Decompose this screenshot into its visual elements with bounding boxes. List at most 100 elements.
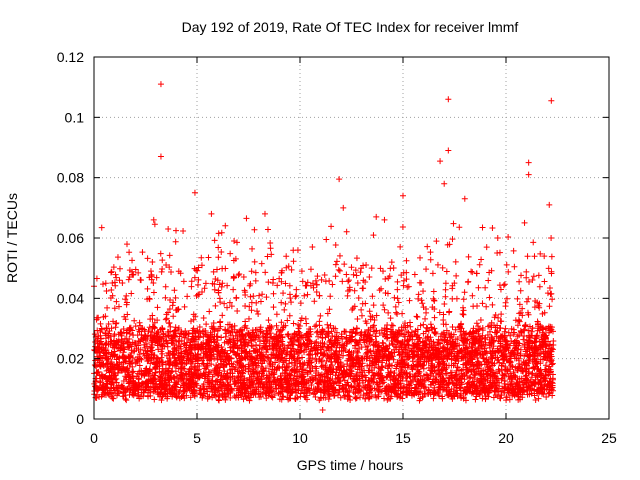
data-point	[527, 378, 534, 385]
data-point	[338, 368, 345, 375]
data-point	[193, 380, 200, 387]
data-point	[521, 333, 528, 340]
data-point	[397, 377, 404, 384]
data-point	[203, 363, 210, 370]
data-point	[391, 369, 398, 376]
data-point	[428, 360, 435, 367]
data-point	[464, 337, 471, 344]
data-point	[158, 354, 165, 361]
data-point	[305, 359, 312, 366]
data-point	[352, 390, 359, 397]
data-point	[455, 324, 462, 331]
data-point	[147, 360, 154, 367]
data-point	[201, 327, 208, 334]
data-point	[474, 358, 481, 365]
data-point	[204, 362, 211, 369]
data-point	[181, 340, 188, 347]
data-point	[343, 334, 350, 341]
data-point	[425, 386, 432, 393]
data-point	[200, 392, 207, 399]
data-point	[457, 384, 464, 391]
data-point	[425, 364, 432, 371]
data-point	[453, 367, 460, 374]
data-point	[300, 340, 307, 347]
data-point	[373, 338, 380, 345]
data-point	[359, 379, 366, 386]
data-point	[467, 374, 474, 381]
data-point	[211, 389, 218, 396]
data-point	[443, 370, 450, 377]
data-point	[465, 379, 472, 386]
data-point	[130, 368, 137, 375]
data-point	[481, 336, 488, 343]
data-point	[141, 341, 148, 348]
data-point	[341, 363, 348, 370]
data-point	[550, 337, 557, 344]
data-point	[476, 333, 483, 340]
data-point	[200, 360, 207, 367]
data-point	[318, 363, 325, 370]
data-point	[353, 394, 360, 401]
data-point	[162, 377, 169, 384]
data-point	[458, 370, 465, 377]
data-point	[531, 365, 538, 372]
data-point	[224, 370, 231, 377]
data-point	[403, 356, 410, 363]
data-point	[521, 326, 528, 333]
data-point	[269, 394, 276, 401]
data-point	[391, 349, 398, 356]
data-point	[456, 367, 463, 374]
data-point	[314, 387, 321, 394]
data-point	[232, 332, 239, 339]
data-point	[543, 393, 550, 400]
data-point	[539, 329, 546, 336]
data-point	[494, 370, 501, 377]
data-point	[199, 394, 206, 401]
data-point	[318, 394, 325, 401]
data-point	[108, 325, 115, 332]
data-point	[193, 367, 200, 374]
data-point	[384, 334, 391, 341]
data-point	[430, 395, 437, 402]
data-point	[288, 348, 295, 355]
data-point	[416, 368, 423, 375]
chart-title: Day 192 of 2019, Rate Of TEC Index for r…	[182, 19, 519, 35]
data-point	[109, 395, 116, 402]
data-point	[363, 389, 370, 396]
data-point	[510, 368, 517, 375]
data-point	[420, 362, 427, 369]
data-point	[181, 334, 188, 341]
data-point	[132, 323, 139, 330]
data-point	[227, 394, 234, 401]
data-point	[193, 336, 200, 343]
data-point	[363, 374, 370, 381]
data-point	[114, 387, 121, 394]
data-point	[535, 395, 542, 402]
data-point	[273, 322, 280, 329]
data-point	[410, 363, 417, 370]
data-point	[530, 364, 537, 371]
data-point	[365, 327, 372, 334]
data-point	[299, 366, 306, 373]
data-point	[486, 328, 493, 335]
data-point	[528, 374, 535, 381]
data-point	[204, 393, 211, 400]
data-point	[352, 395, 359, 402]
data-point	[463, 344, 470, 351]
data-point	[245, 392, 252, 399]
data-point	[240, 396, 247, 403]
data-point	[493, 375, 500, 382]
data-point	[532, 397, 539, 404]
data-point	[427, 321, 434, 328]
data-point	[457, 385, 464, 392]
data-points	[91, 81, 557, 413]
data-point	[443, 327, 450, 334]
data-point	[233, 392, 240, 399]
data-point	[156, 390, 163, 397]
data-point	[222, 333, 229, 340]
data-point	[329, 362, 336, 369]
data-point	[216, 392, 223, 399]
data-point	[390, 322, 397, 329]
